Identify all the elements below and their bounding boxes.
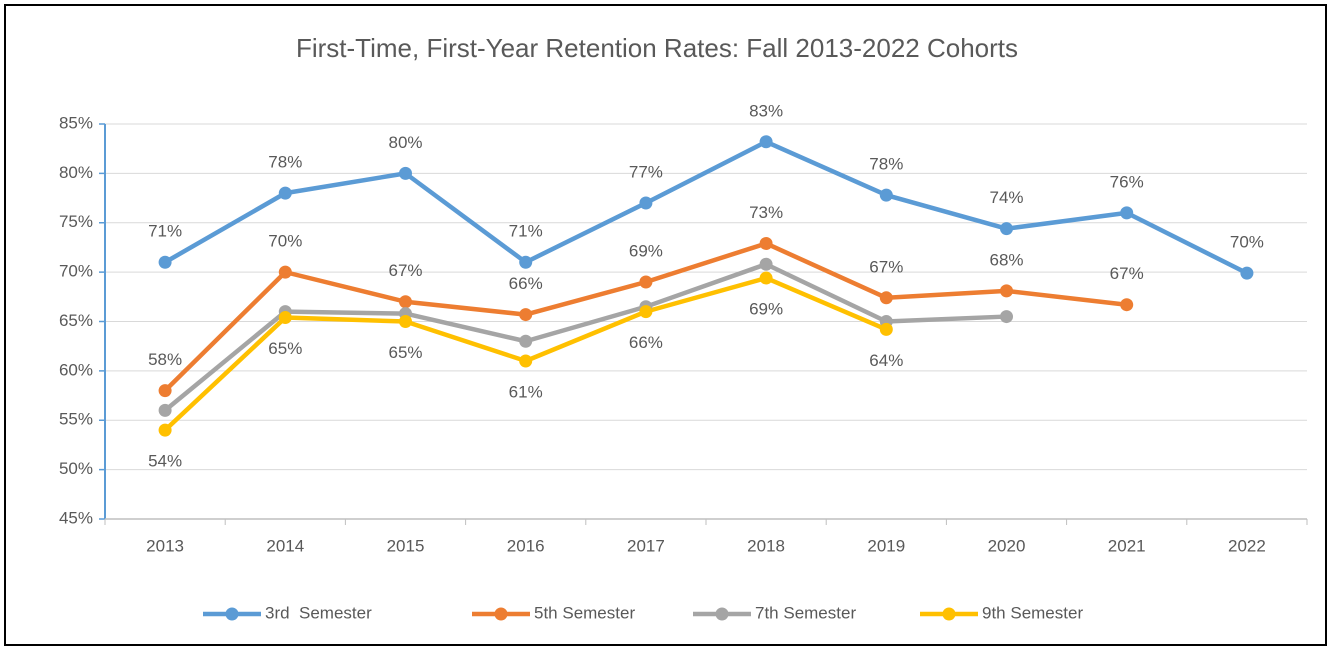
legend-marker	[715, 607, 729, 621]
data-label: 65%	[388, 343, 422, 362]
x-tick-label: 2018	[747, 536, 785, 555]
data-point	[399, 295, 412, 309]
data-label: 67%	[1110, 264, 1144, 283]
data-label: 61%	[509, 382, 543, 401]
data-point	[1120, 298, 1134, 312]
legend-label: 7th Semester	[755, 603, 856, 622]
data-point	[1240, 266, 1254, 280]
data-label: 64%	[869, 351, 903, 370]
data-label: 78%	[268, 153, 302, 172]
y-tick-label: 45%	[59, 508, 93, 527]
data-point	[278, 265, 292, 279]
data-point	[519, 354, 533, 368]
y-tick-label: 75%	[59, 212, 93, 231]
data-point	[519, 334, 533, 348]
chart-frame	[4, 4, 1327, 646]
data-label: 58%	[148, 350, 182, 369]
data-point	[278, 186, 292, 200]
y-tick-label: 80%	[59, 163, 93, 182]
y-tick-label: 55%	[59, 410, 93, 429]
data-label: 54%	[148, 452, 182, 471]
data-label: 67%	[869, 257, 903, 276]
data-label: 73%	[749, 203, 783, 222]
data-label: 69%	[749, 300, 783, 319]
data-label: 66%	[629, 333, 663, 352]
x-tick-label: 2022	[1228, 536, 1266, 555]
data-point	[399, 166, 412, 180]
data-point	[879, 291, 893, 305]
series-line	[163, 261, 1007, 413]
data-point	[1000, 222, 1013, 236]
legend-label: 5th Semester	[534, 603, 635, 622]
data-label: 66%	[509, 274, 543, 293]
legend-marker	[942, 607, 956, 621]
data-point	[519, 255, 533, 269]
x-tick-label: 2015	[387, 536, 425, 555]
data-point	[759, 236, 773, 250]
data-point	[158, 423, 172, 437]
data-point	[879, 188, 893, 202]
data-point	[278, 311, 292, 325]
data-point	[158, 255, 172, 269]
data-point	[639, 305, 653, 319]
data-point	[759, 271, 773, 285]
x-tick-label: 2017	[627, 536, 665, 555]
y-tick-label: 85%	[59, 113, 93, 132]
data-label: 78%	[869, 155, 903, 174]
x-tick-label: 2020	[988, 536, 1026, 555]
y-tick-label: 65%	[59, 311, 93, 330]
legend-label: 9th Semester	[982, 603, 1083, 622]
data-point	[158, 384, 172, 398]
x-tick-label: 2019	[867, 536, 905, 555]
data-label: 70%	[268, 232, 302, 251]
data-label: 77%	[629, 162, 663, 181]
x-tick-label: 2016	[507, 536, 545, 555]
data-point	[639, 196, 653, 210]
data-label: 65%	[268, 339, 302, 358]
data-label: 69%	[629, 241, 663, 260]
data-label: 80%	[388, 133, 422, 152]
x-tick-label: 2014	[266, 536, 304, 555]
y-tick-label: 70%	[59, 262, 93, 281]
data-label: 74%	[989, 188, 1023, 207]
y-tick-label: 50%	[59, 459, 93, 478]
data-label: 68%	[989, 250, 1023, 269]
x-tick-label: 2021	[1108, 536, 1146, 555]
data-point	[639, 275, 653, 289]
data-point	[1000, 310, 1013, 324]
legend-marker	[494, 607, 508, 621]
data-point	[1000, 284, 1013, 298]
y-tick-label: 60%	[59, 360, 93, 379]
data-label: 76%	[1110, 172, 1144, 191]
data-point	[158, 403, 172, 417]
data-label: 67%	[388, 261, 422, 280]
data-label: 70%	[1230, 233, 1264, 252]
chart-title: First-Time, First-Year Retention Rates: …	[296, 33, 1018, 63]
legend-label: 3rd Semester	[265, 603, 372, 622]
data-point	[879, 322, 893, 336]
x-tick-label: 2013	[146, 536, 184, 555]
series-line	[163, 139, 1248, 276]
data-point	[759, 135, 773, 149]
legend-marker	[225, 607, 239, 621]
data-point	[519, 308, 533, 322]
data-label: 83%	[749, 101, 783, 120]
data-label: 71%	[148, 222, 182, 241]
data-point	[399, 315, 412, 328]
data-label: 71%	[509, 222, 543, 241]
data-point	[1120, 206, 1134, 220]
data-point	[759, 257, 773, 271]
